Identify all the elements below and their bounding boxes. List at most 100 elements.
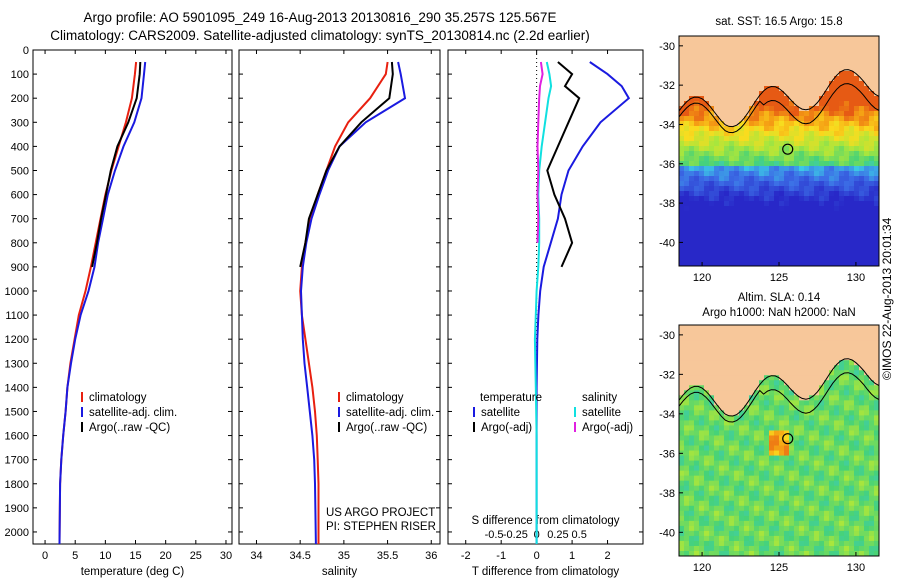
map-cell (829, 350, 835, 356)
map-cell (769, 390, 775, 396)
map-cell (739, 510, 745, 517)
map-cell (724, 520, 730, 527)
map-cell (849, 161, 855, 167)
map-cell (774, 236, 780, 242)
map-cell (829, 166, 835, 172)
map-cell (784, 425, 790, 431)
map-cell (829, 370, 835, 376)
map-cell (714, 495, 720, 502)
map-cell (709, 375, 715, 381)
map-cell (724, 86, 730, 92)
map-cell (854, 96, 860, 102)
map-cell (739, 181, 745, 187)
map-cell (744, 261, 750, 267)
map-cell (699, 480, 705, 487)
map-cell (824, 36, 830, 42)
map-cell (794, 345, 800, 351)
map-cell (754, 246, 760, 252)
map-cell (849, 196, 855, 202)
map-cell (704, 251, 710, 257)
map-cell (824, 81, 830, 87)
map-cell (779, 525, 785, 532)
map-cell (859, 156, 865, 162)
series-line-1 (535, 61, 631, 544)
map-cell (799, 246, 805, 252)
map-cell (744, 490, 750, 497)
map-cell (679, 405, 685, 411)
map-cell (704, 460, 710, 467)
map-cell (734, 91, 740, 97)
map-cell (814, 525, 820, 532)
map-cell (804, 216, 810, 222)
map-cell (694, 395, 700, 401)
map-cell (789, 350, 795, 356)
map-cell (834, 216, 840, 222)
map-cell (684, 525, 690, 532)
map-cell (844, 151, 850, 157)
map-cell (704, 410, 710, 416)
map-cell (769, 495, 775, 502)
map-cell (684, 520, 690, 527)
map-cell (774, 221, 780, 227)
map-cell (684, 236, 690, 242)
map-cell (704, 500, 710, 507)
map-cell (869, 445, 875, 452)
map-cell (854, 445, 860, 452)
map-cell (874, 161, 880, 167)
map-cell (769, 395, 775, 401)
map-cell (759, 485, 765, 492)
map-cell (809, 216, 815, 222)
map-cell (799, 365, 805, 371)
map-cell (829, 101, 835, 107)
map-cell (769, 410, 775, 416)
map-cell (859, 146, 865, 152)
map-cell (684, 241, 690, 247)
map-cell (744, 450, 750, 457)
map-cell (864, 390, 870, 396)
map-cell (839, 76, 845, 82)
map-cell (789, 405, 795, 411)
map-cell (804, 490, 810, 497)
map-cell (759, 226, 765, 232)
map-cell (764, 420, 770, 426)
map-cell (699, 510, 705, 517)
map-cell (844, 216, 850, 222)
map-cell (719, 440, 725, 447)
map-cell (794, 525, 800, 532)
map-cell (804, 86, 810, 92)
map-cell (734, 76, 740, 82)
map-cell (744, 530, 750, 537)
map-cell (874, 96, 880, 102)
map-cell (839, 550, 845, 557)
map-cell (774, 400, 780, 406)
map-cell (679, 36, 685, 42)
map-cell (834, 370, 840, 376)
map-cell (729, 500, 735, 507)
map-cell (859, 355, 865, 361)
map-cell (779, 360, 785, 366)
map-cell (839, 490, 845, 497)
map-cell (739, 236, 745, 242)
map-cell (754, 56, 760, 62)
map-cell (779, 460, 785, 467)
map-cell (819, 515, 825, 522)
map-cell (784, 455, 790, 462)
map-cell (749, 345, 755, 351)
map-cell (859, 226, 865, 232)
map-cell (849, 450, 855, 457)
map-cell (864, 350, 870, 356)
map-cell (794, 151, 800, 157)
map-cell (734, 450, 740, 457)
map-cell (854, 111, 860, 117)
map-cell (869, 475, 875, 482)
map-cell (859, 126, 865, 132)
map-cell (779, 550, 785, 557)
map-cell (809, 206, 815, 212)
map-cell (829, 251, 835, 257)
map-cell (699, 231, 705, 237)
isobath-line (678, 372, 880, 423)
map-cell (754, 325, 760, 331)
map-cell (834, 325, 840, 331)
map-cell (854, 231, 860, 237)
map-cell (719, 261, 725, 267)
